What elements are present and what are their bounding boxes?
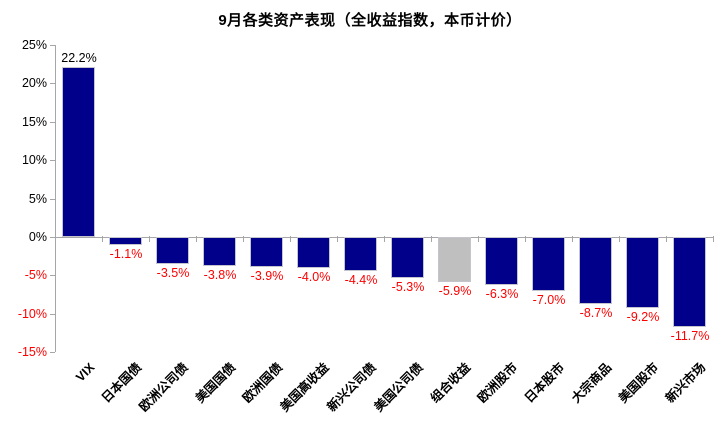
bar-value-label: -9.2%: [626, 310, 660, 324]
bar: [62, 67, 95, 237]
category-label: 新兴市场: [662, 360, 709, 406]
x-tick: [55, 236, 56, 242]
y-tick-label: -5%: [24, 268, 47, 282]
bar: [250, 237, 283, 267]
bar: [344, 237, 377, 271]
bar: [673, 237, 706, 327]
y-tick: [50, 314, 55, 315]
x-tick: [337, 236, 338, 242]
y-tick-label: 20%: [21, 76, 47, 90]
y-tick-label: 15%: [21, 115, 47, 129]
y-tick-label: 0%: [28, 230, 47, 244]
y-tick-label: 10%: [21, 153, 47, 167]
bar-value-label: -4.0%: [297, 270, 331, 284]
bar: [109, 237, 142, 245]
x-tick: [243, 236, 244, 242]
x-tick: [619, 236, 620, 242]
y-tick-label: 5%: [28, 192, 47, 206]
bar: [438, 237, 471, 282]
y-tick: [50, 352, 55, 353]
y-axis-line: [55, 45, 56, 352]
x-tick: [572, 236, 573, 242]
category-label: 组合收益: [427, 360, 474, 406]
category-label: 欧洲公司债: [137, 360, 192, 415]
bar: [626, 237, 659, 308]
x-tick: [102, 236, 103, 242]
y-tick: [50, 83, 55, 84]
bar-value-label: -3.9%: [250, 269, 284, 283]
category-label: 欧洲国债: [239, 360, 286, 406]
bar: [579, 237, 612, 304]
x-tick: [478, 236, 479, 242]
y-tick: [50, 275, 55, 276]
bar: [391, 237, 424, 278]
y-tick: [50, 45, 55, 46]
bar: [485, 237, 518, 285]
y-tick: [50, 199, 55, 200]
category-label: 日本国债: [98, 360, 145, 406]
bar-value-label: -3.8%: [203, 268, 237, 282]
chart-title: 9月各类资产表现（全收益指数，本币计价）: [218, 12, 522, 29]
category-label: VIX: [73, 360, 98, 385]
x-tick: [666, 236, 667, 242]
x-tick: [525, 236, 526, 242]
category-label: 新兴公司债: [325, 360, 380, 415]
category-label: 美国股市: [615, 360, 662, 406]
y-tick-label: 25%: [21, 38, 47, 52]
x-tick: [149, 236, 150, 242]
x-tick: [713, 236, 714, 242]
category-label: 美国高收益: [278, 360, 333, 415]
x-tick: [196, 236, 197, 242]
bar-value-label: -1.1%: [109, 247, 143, 261]
y-tick-label: -10%: [17, 307, 47, 321]
category-label: 大宗商品: [568, 360, 615, 406]
bar-value-label: -8.7%: [579, 306, 613, 320]
bar: [203, 237, 236, 266]
bar: [532, 237, 565, 291]
x-tick: [384, 236, 385, 242]
bar-value-label: -11.7%: [670, 329, 710, 343]
bar: [156, 237, 189, 264]
x-tick: [431, 236, 432, 242]
category-label: 日本股市: [521, 360, 568, 406]
x-tick: [290, 236, 291, 242]
y-tick: [50, 160, 55, 161]
bar-value-label: -3.5%: [156, 266, 190, 280]
bar-value-label: -7.0%: [532, 293, 566, 307]
category-label: 美国公司债: [372, 360, 427, 415]
bar-value-label: -5.3%: [391, 280, 425, 294]
y-tick: [50, 122, 55, 123]
bar-value-label: 22.2%: [61, 51, 97, 65]
bar-value-label: -5.9%: [438, 284, 472, 298]
bar-value-label: -6.3%: [485, 287, 519, 301]
bar: [297, 237, 330, 268]
category-label: 美国国债: [192, 360, 239, 406]
y-tick: [50, 237, 55, 238]
category-label: 欧洲股市: [474, 360, 521, 406]
y-tick-label: -15%: [17, 345, 47, 359]
bar-value-label: -4.4%: [344, 273, 378, 287]
